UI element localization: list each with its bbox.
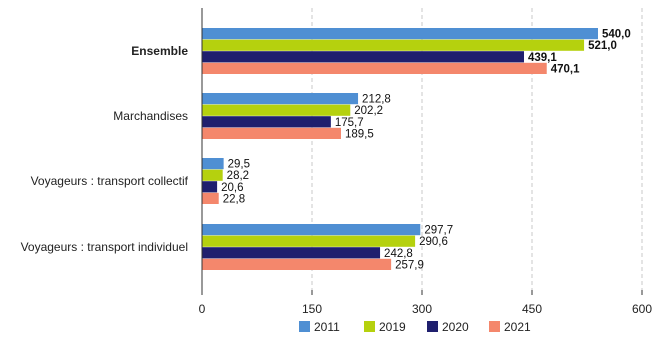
bar-voyageurs-transport-individuel-2021	[202, 258, 392, 270]
bar-voyageurs-transport-collectif-2019	[202, 169, 223, 181]
data-label-voyageurs-transport-collectif-2020: 20,6	[221, 182, 243, 194]
category-label-voyageurs-transport-individuel: Voyageurs : transport individuel	[21, 240, 188, 254]
bar-ensemble-2021	[202, 62, 547, 74]
x-tick-label-600: 600	[632, 302, 652, 316]
data-label-voyageurs-transport-collectif-2019: 28,2	[227, 170, 249, 182]
data-label-marchandises-2011: 212,8	[362, 94, 391, 106]
data-label-marchandises-2020: 175,7	[335, 117, 364, 129]
x-tick-label-450: 450	[522, 302, 542, 316]
data-label-voyageurs-transport-individuel-2011: 297,7	[424, 225, 453, 237]
data-label-ensemble-2011: 540,0	[602, 29, 631, 41]
data-label-voyageurs-transport-collectif-2021: 22,8	[223, 193, 245, 205]
legend-swatch-2021	[489, 321, 500, 332]
data-label-marchandises-2019: 202,2	[354, 105, 383, 117]
x-tick-label-0: 0	[199, 302, 206, 316]
bar-marchandises-2011	[202, 93, 359, 105]
data-label-voyageurs-transport-individuel-2021: 257,9	[395, 259, 424, 271]
bar-ensemble-2020	[202, 51, 525, 63]
data-label-ensemble-2021: 470,1	[551, 63, 580, 75]
legend-label-2019: 2019	[379, 320, 406, 334]
legend-swatch-2019	[364, 321, 375, 332]
data-label-ensemble-2019: 521,0	[588, 40, 617, 52]
data-label-ensemble-2020: 439,1	[528, 52, 557, 64]
legend-label-2021: 2021	[504, 320, 531, 334]
bar-marchandises-2019	[202, 104, 351, 116]
bar-voyageurs-transport-individuel-2011	[202, 224, 421, 236]
data-label-voyageurs-transport-individuel-2020: 242,8	[384, 248, 413, 260]
category-label-voyageurs-transport-collectif: Voyageurs : transport collectif	[31, 174, 189, 188]
data-label-marchandises-2021: 189,5	[345, 128, 374, 140]
data-label-voyageurs-transport-individuel-2019: 290,6	[419, 236, 448, 248]
legend-swatch-2020	[427, 321, 438, 332]
category-label-marchandises: Marchandises	[113, 109, 188, 123]
legend-label-2020: 2020	[442, 320, 469, 334]
legend-swatch-2011	[299, 321, 310, 332]
bar-voyageurs-transport-individuel-2019	[202, 235, 416, 247]
x-tick-label-300: 300	[412, 302, 432, 316]
bar-marchandises-2020	[202, 116, 331, 128]
bar-voyageurs-transport-individuel-2020	[202, 247, 381, 259]
data-label-voyageurs-transport-collectif-2011: 29,5	[228, 159, 250, 171]
x-tick-label-150: 150	[302, 302, 322, 316]
bar-marchandises-2021	[202, 127, 341, 139]
bar-voyageurs-transport-collectif-2020	[202, 181, 218, 193]
bar-voyageurs-transport-collectif-2021	[202, 192, 219, 204]
bar-ensemble-2019	[202, 39, 585, 51]
bar-voyageurs-transport-collectif-2011	[202, 158, 224, 170]
bar-ensemble-2011	[202, 28, 598, 40]
category-label-ensemble: Ensemble	[131, 44, 188, 58]
legend-label-2011: 2011	[314, 320, 340, 334]
